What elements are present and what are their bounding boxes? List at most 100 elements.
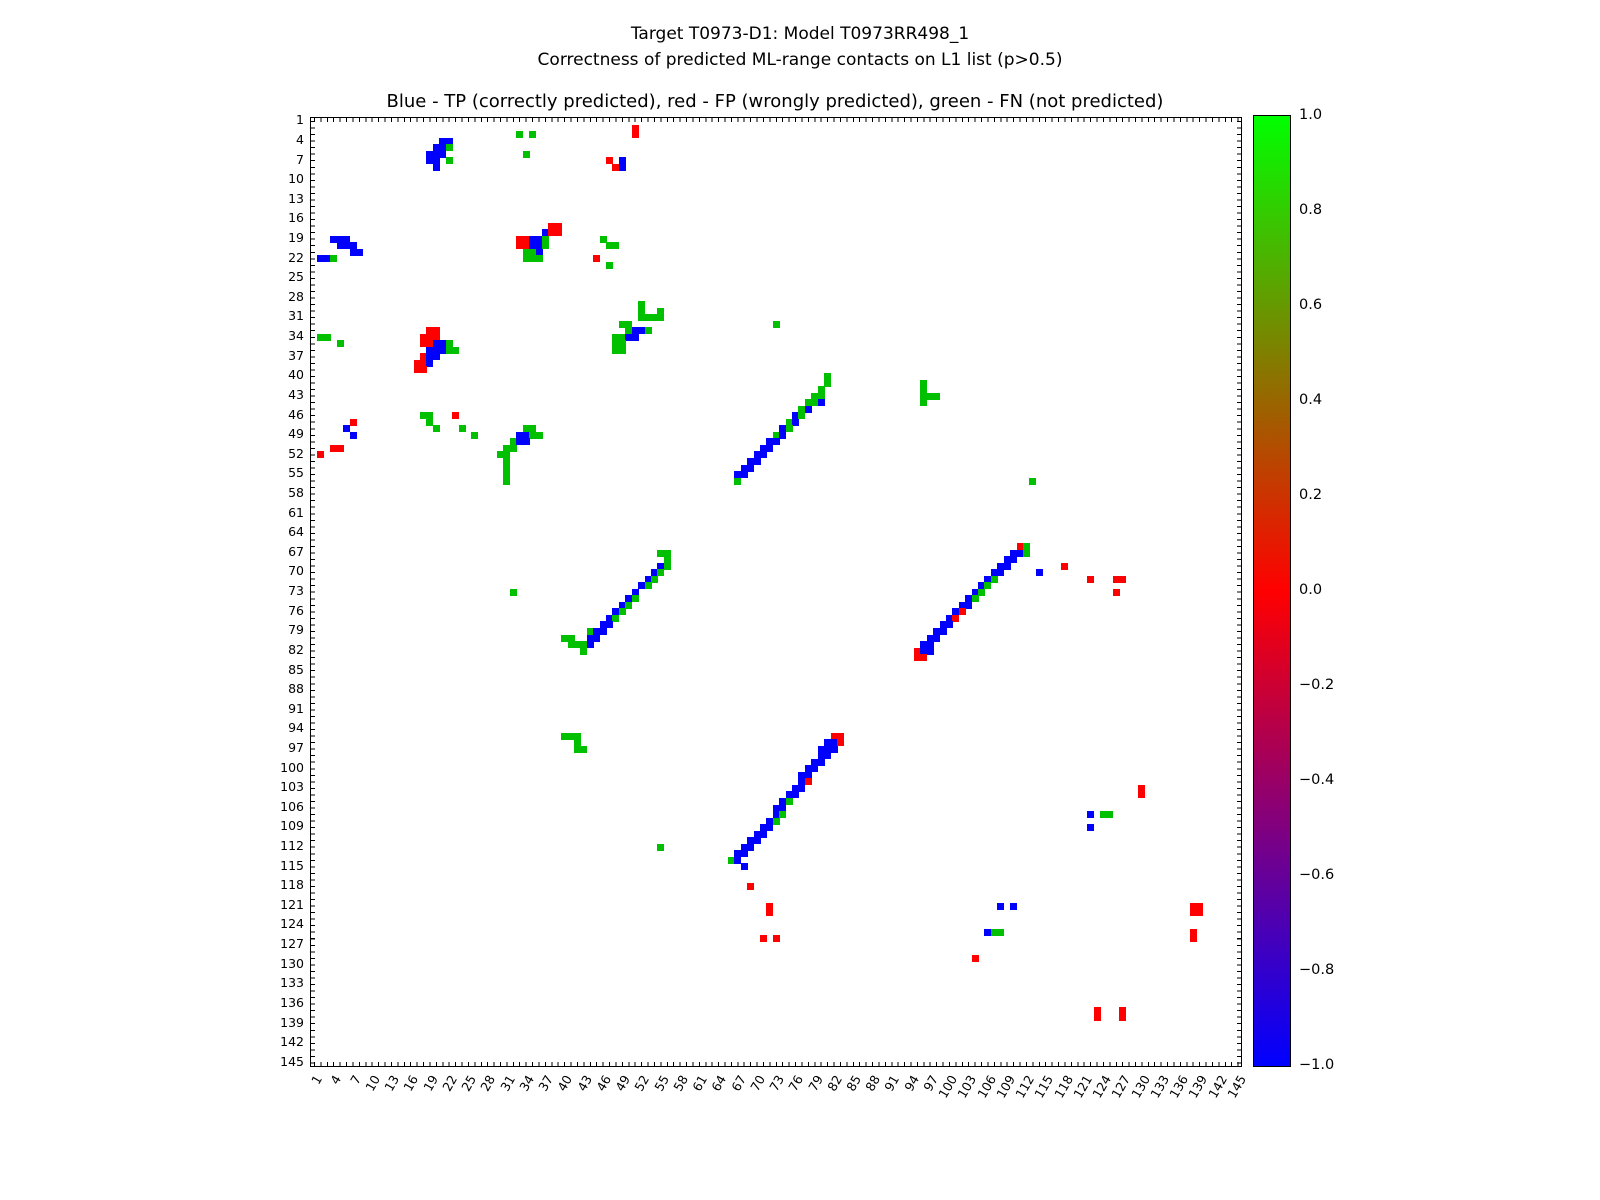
axes-title-legend: Blue - TP (correctly predicted), red - F… (386, 91, 1164, 112)
contact-cell-fp (432, 327, 440, 335)
contact-cell-fn (612, 242, 620, 250)
contact-cell-tp (426, 346, 434, 354)
contact-cell-tp (766, 444, 774, 452)
contact-cell-tp (432, 144, 440, 152)
contact-cell-tp (753, 458, 761, 465)
contact-cell-tp (792, 412, 799, 420)
contact-cell-fn (452, 346, 460, 354)
contact-cell-fn (772, 320, 780, 328)
contact-cell-fp (522, 235, 530, 243)
contact-cell-tp (323, 255, 331, 263)
contact-cell-tp (1016, 549, 1024, 557)
contact-cell-fn (317, 333, 325, 341)
contact-cell-fn (644, 327, 652, 335)
contact-cell-tp (933, 628, 941, 635)
y-tick-label: 49 (288, 426, 304, 442)
contact-cell-fp (631, 131, 639, 139)
contact-cell-fp (772, 935, 780, 943)
contact-cell-tp (541, 229, 549, 237)
contact-cell-fp (1196, 902, 1204, 910)
contact-cell-fn (631, 595, 639, 603)
y-tick-label: 79 (288, 622, 304, 638)
contact-cell-fn (509, 444, 517, 452)
contact-cell-fp (1087, 575, 1095, 583)
contact-cell-fn (779, 811, 787, 818)
contact-cell-tp (1010, 549, 1018, 557)
y-tick-label: 130 (280, 955, 304, 971)
contact-cell-fp (554, 222, 562, 230)
contact-cell-fn (612, 340, 620, 348)
contact-cell-fp (1138, 791, 1146, 799)
contact-cell-fp (1119, 1007, 1127, 1015)
contact-cell-tp (792, 418, 799, 426)
contact-cell-fn (638, 314, 646, 322)
contact-cell-fn (426, 412, 434, 420)
contact-cell-tp (432, 163, 440, 171)
contact-cell-tp (984, 928, 992, 936)
colorbar-tick-label: 0.8 (1299, 202, 1323, 218)
y-tick-label: 46 (288, 406, 304, 422)
contact-cell-fn (323, 333, 331, 341)
contact-cell-tp (599, 621, 607, 629)
contact-cell-tp (535, 248, 543, 256)
y-tick-label: 76 (288, 602, 304, 618)
contact-map-plot-area (310, 117, 1242, 1067)
contact-cell-tp (965, 601, 973, 609)
contact-cell-tp (811, 765, 819, 773)
y-tick-label: 16 (288, 210, 304, 226)
contact-cell-fn (625, 601, 633, 609)
contact-cell-tp (432, 340, 440, 348)
contact-cell-tp (330, 235, 338, 243)
contact-cell-fn (1022, 549, 1030, 557)
contact-cell-fp (760, 935, 767, 943)
contact-cell-fn (1029, 477, 1037, 485)
contact-cell-tp (1003, 556, 1011, 563)
contact-cell-tp (644, 575, 652, 583)
contact-cell-fn (599, 235, 607, 243)
y-tick-label: 85 (288, 661, 304, 677)
contact-cell-fn (503, 464, 511, 472)
contact-cell-fp (836, 739, 844, 747)
contact-cell-tp (432, 150, 440, 158)
y-tick-label: 70 (288, 563, 304, 579)
contact-cell-tp (638, 582, 646, 590)
contact-cell-fn (529, 431, 537, 439)
contact-cell-fn (663, 556, 671, 563)
contact-cell-tp (779, 804, 787, 812)
contact-cell-tp (734, 856, 742, 864)
contact-cell-fp (349, 418, 357, 426)
contact-cell-tp (766, 438, 774, 446)
contact-cell-fp (1093, 1013, 1101, 1021)
contact-cell-fn (529, 255, 537, 263)
contact-cell-tp (920, 647, 928, 655)
contact-cell-fn (567, 641, 575, 648)
contact-cell-fn (772, 431, 780, 439)
right-axis-ticks (1237, 118, 1241, 1066)
contact-cell-tp (747, 458, 755, 465)
contact-cell-fn (580, 647, 588, 655)
contact-cell-tp (606, 614, 613, 622)
contact-cell-fn (586, 628, 594, 635)
contact-cell-fp (420, 333, 427, 341)
contact-cell-fp (548, 229, 556, 237)
contact-cell-tp (830, 745, 838, 753)
contact-cell-fn (920, 399, 928, 407)
contact-cell-fn (503, 477, 511, 485)
contact-cell-fp (631, 124, 639, 132)
contact-cell-fp (606, 157, 613, 165)
contact-cell-fn (817, 386, 825, 394)
contact-cell-fp (420, 340, 427, 348)
y-tick-label: 67 (288, 543, 304, 559)
contact-cell-fp (836, 732, 844, 740)
y-tick-label: 145 (280, 1053, 304, 1069)
contact-cell-tp (830, 739, 838, 747)
contact-cell-fn (625, 327, 633, 335)
contact-cell-tp (747, 843, 755, 851)
contact-cell-fn (804, 399, 812, 407)
contact-cell-tp (747, 464, 755, 472)
contact-cell-fp (330, 444, 338, 452)
y-tick-label: 115 (280, 857, 304, 873)
contact-cell-fp (426, 333, 434, 341)
contact-cell-tp (997, 902, 1005, 910)
